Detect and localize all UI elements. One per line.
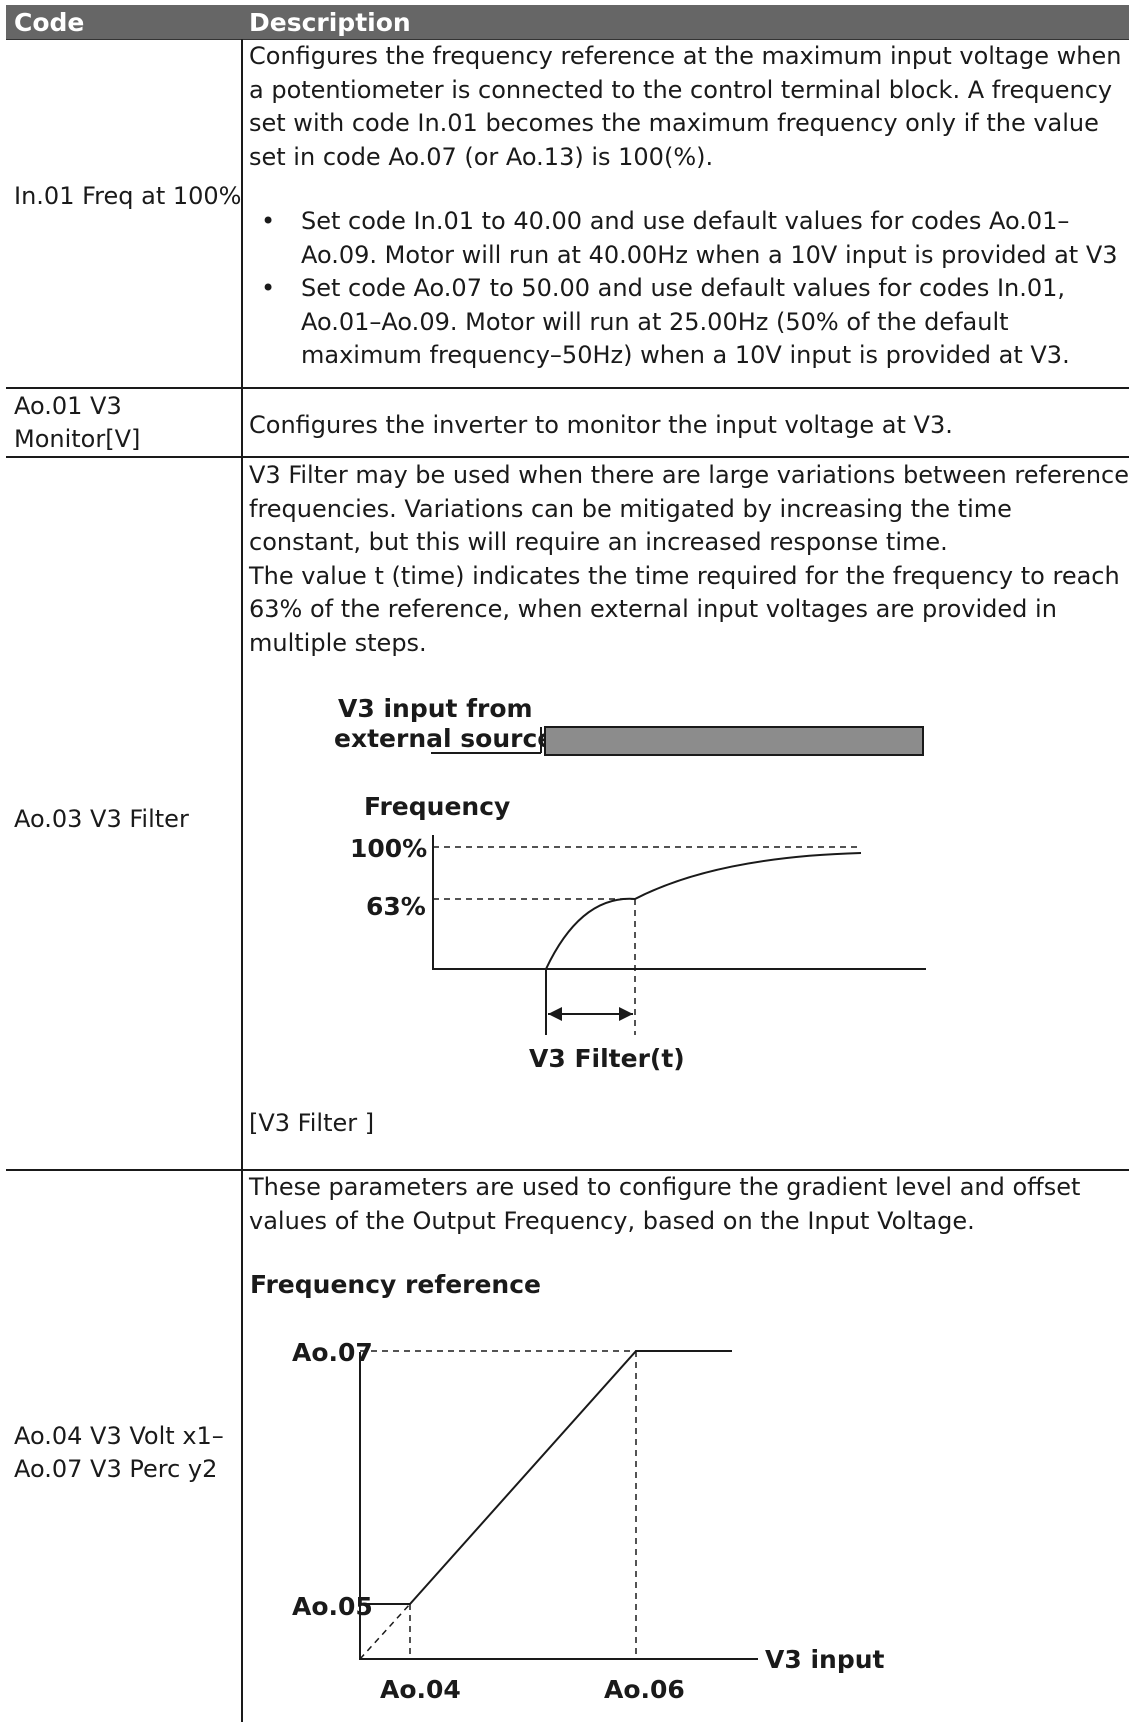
header-description: Description — [249, 8, 411, 37]
desc-ao03-text2: The value t (time) indicates the time re… — [249, 561, 1120, 657]
code-in01: In.01 Freq at 100% — [14, 182, 242, 210]
desc-ao03: V3 Filter may be used when there are lar… — [249, 459, 1129, 660]
arrowhead-right-icon — [619, 1007, 633, 1021]
gradient-offset-figure: Frequency reference Ao.07 Ao.05 V3 input… — [250, 1270, 885, 1704]
list-item: • Set code Ao.07 to 50.00 and use default… — [261, 274, 1070, 369]
input-label-line1: V3 input from — [338, 694, 533, 723]
ao04-label: Ao.04 — [380, 1675, 461, 1704]
code-ao01: Ao.01 V3 Monitor[V] — [14, 392, 141, 453]
code-ao03: Ao.03 V3 Filter — [14, 805, 189, 833]
figure-caption: [V3 Filter ] — [249, 1109, 375, 1137]
desc-ao01: Configures the inverter to monitor the i… — [249, 411, 953, 439]
input-step-bar — [544, 726, 924, 756]
frequency-axis-title: Frequency — [364, 792, 510, 821]
extrapolation-line — [359, 1603, 411, 1660]
arrowhead-left-icon — [548, 1007, 562, 1021]
v3-filter-figure: V3 input from external source Frequency … — [334, 694, 926, 1073]
row-divider — [6, 456, 1129, 458]
frequency-reference-title: Frequency reference — [250, 1270, 541, 1299]
input-label-line2: external source — [334, 724, 554, 753]
desc-in01: Configures the frequency reference at th… — [249, 40, 1129, 373]
code-ao04-ao07: Ao.04 V3 Volt x1– Ao.07 V3 Perc y2 — [14, 1422, 224, 1483]
desc-ao03-text1: V3 Filter may be used when there are lar… — [249, 461, 1129, 556]
desc-in01-text: Configures the frequency reference at th… — [249, 42, 1122, 171]
desc-ao04: These parameters are used to configure t… — [249, 1173, 1081, 1235]
frequency-response-curve — [545, 852, 862, 970]
ao06-label: Ao.06 — [604, 1675, 685, 1704]
list-item: • Set code In.01 to 40.00 and use default… — [261, 207, 1118, 269]
row-divider — [6, 387, 1129, 389]
level-63-label: 63% — [366, 892, 426, 921]
frequency-reference-line — [360, 1350, 732, 1605]
level-100-label: 100% — [350, 834, 427, 863]
x-axis-label: V3 input — [765, 1645, 885, 1674]
desc-in01-bullets: • Set code In.01 to 40.00 and use default… — [249, 205, 1129, 373]
header-code: Code — [14, 8, 85, 37]
table-header: Code Description — [6, 5, 1129, 40]
column-divider — [241, 39, 243, 1722]
row-divider — [6, 1169, 1129, 1171]
filter-time-label: V3 Filter(t) — [529, 1044, 685, 1073]
